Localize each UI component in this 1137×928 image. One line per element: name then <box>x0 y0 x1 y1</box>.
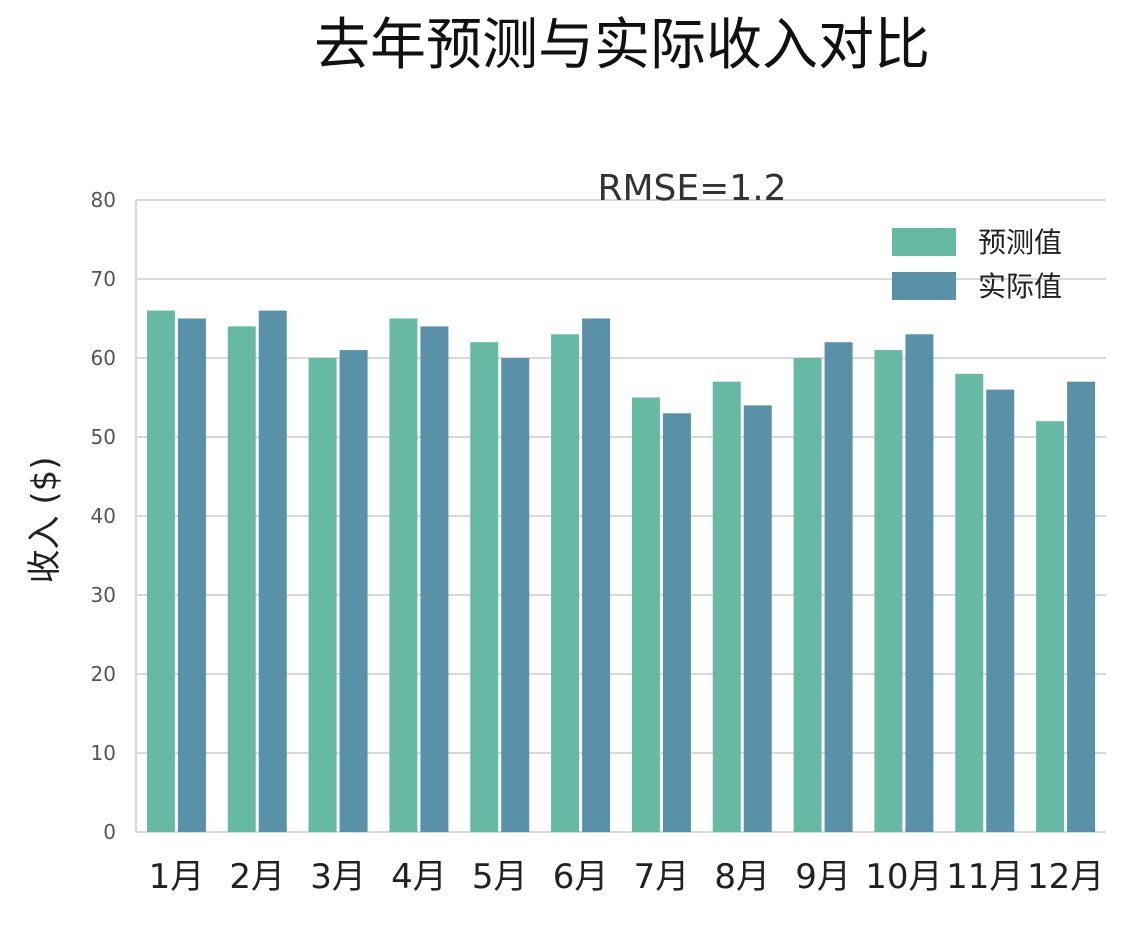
y-tick-label: 50 <box>91 425 116 449</box>
legend-label: 预测值 <box>978 226 1062 259</box>
bar-forecast <box>227 326 256 832</box>
y-tick-label: 40 <box>91 504 116 528</box>
bar-actual <box>501 358 530 832</box>
bar-actual <box>177 318 206 832</box>
bar-actual <box>420 326 449 832</box>
x-tick-label: 6月 <box>553 857 609 897</box>
bar-actual <box>905 334 934 832</box>
chart-title: 去年预测与实际收入对比 <box>314 13 930 78</box>
bar-actual <box>662 413 691 832</box>
x-tick-label: 9月 <box>795 857 851 897</box>
x-tick-label: 4月 <box>391 857 447 897</box>
grid-lines <box>135 199 1106 833</box>
x-axis-ticks: 1月 2月 3月 4月 5月 6月 7月 8月 9月 10月 11月 12月 <box>149 857 1105 897</box>
x-tick-label: 3月 <box>310 857 366 897</box>
x-tick-label: 8月 <box>714 857 770 897</box>
bar-forecast <box>793 358 822 832</box>
bar-forecast <box>470 342 499 832</box>
bar-actual <box>743 405 772 832</box>
bar-series <box>146 310 1096 833</box>
bar-actual <box>824 342 853 832</box>
legend-swatch <box>892 228 956 256</box>
y-tick-label: 0 <box>103 820 116 844</box>
legend-label: 实际值 <box>978 270 1062 303</box>
bar-forecast <box>308 358 337 832</box>
bar-forecast <box>551 334 580 832</box>
x-tick-label: 10月 <box>865 857 942 897</box>
y-tick-label: 20 <box>91 662 116 686</box>
bar-forecast <box>146 310 175 833</box>
bar-actual <box>258 310 287 833</box>
legend-swatch <box>892 272 956 300</box>
bar-forecast <box>874 350 903 832</box>
x-tick-label: 5月 <box>472 857 528 897</box>
x-tick-label: 12月 <box>1027 857 1104 897</box>
y-tick-label: 60 <box>91 346 116 370</box>
x-tick-label: 11月 <box>946 857 1023 897</box>
x-tick-label: 1月 <box>149 857 205 897</box>
y-tick-label: 80 <box>91 188 116 212</box>
x-tick-label: 7月 <box>634 857 690 897</box>
bar-forecast <box>1036 421 1065 832</box>
bar-actual <box>1067 381 1096 832</box>
x-tick-label: 2月 <box>229 857 285 897</box>
y-tick-label: 70 <box>91 267 116 291</box>
bar-forecast <box>631 397 660 832</box>
bar-actual <box>986 389 1015 832</box>
y-axis-ticks: 0 10 20 30 40 50 60 70 80 <box>91 188 116 844</box>
y-tick-label: 30 <box>91 583 116 607</box>
bar-forecast <box>712 381 741 832</box>
bar-actual <box>339 350 368 832</box>
chart-subtitle: RMSE=1.2 <box>597 168 786 209</box>
y-tick-label: 10 <box>91 741 116 765</box>
bar-forecast <box>955 373 984 832</box>
bar-actual <box>582 318 611 832</box>
y-axis-label: 收入 ($) <box>25 457 65 584</box>
bar-forecast <box>389 318 418 832</box>
